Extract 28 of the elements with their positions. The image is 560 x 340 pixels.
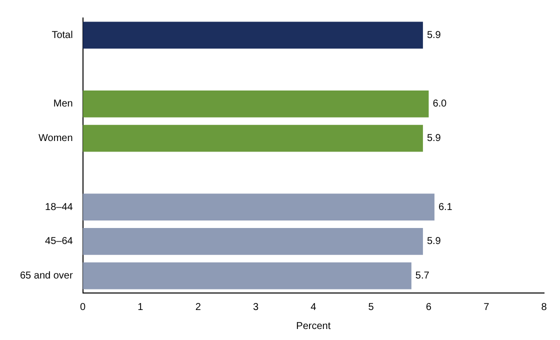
y-tick-label: Women [38, 133, 73, 144]
x-tick-label: 5 [368, 302, 374, 313]
x-tick-label: 8 [541, 302, 548, 313]
data-label: 6.1 [438, 202, 453, 213]
bar [82, 22, 423, 49]
data-label: 6.0 [432, 98, 448, 110]
bar [82, 228, 423, 255]
x-axis-title: Percent [296, 320, 331, 332]
bar [82, 124, 423, 152]
x-tick-label: 3 [252, 302, 259, 313]
y-tick-label: 45–64 [45, 236, 74, 248]
y-tick-label: 18–44 [45, 202, 74, 213]
x-tick-label: 7 [484, 302, 490, 313]
x-tick-label: 4 [310, 302, 317, 313]
x-tick-label: 1 [138, 302, 144, 313]
data-label: 5.9 [426, 30, 442, 41]
bar [82, 262, 412, 290]
y-tick-label: 65 and over [20, 270, 74, 282]
bar [82, 90, 429, 118]
x-tick-label: 0 [80, 302, 86, 313]
bar [82, 194, 434, 220]
y-tick-label: Total [52, 30, 73, 41]
x-tick-label: 2 [195, 302, 202, 313]
data-label: 5.9 [426, 236, 442, 248]
data-label: 5.7 [415, 270, 430, 282]
x-tick-label: 6 [426, 302, 432, 313]
data-label: 5.9 [426, 133, 442, 144]
y-tick-label: Men [53, 98, 73, 110]
